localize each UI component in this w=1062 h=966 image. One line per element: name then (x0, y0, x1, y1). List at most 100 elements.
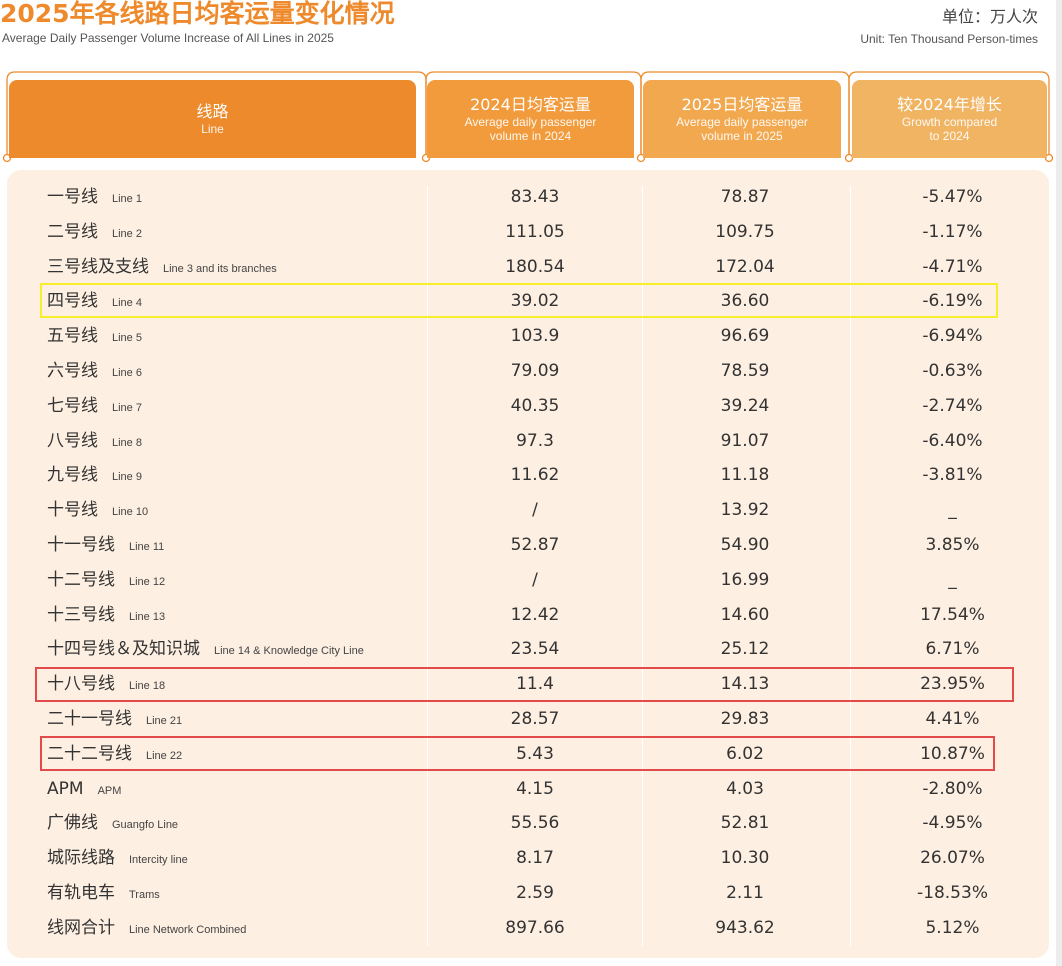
header-2025-zh: 2025日均客运量 (681, 95, 803, 114)
table-row: 城际线路 Intercity line 8.17 10.30 26.07% (0, 841, 1062, 875)
table-row: 七号线 Line 7 40.35 39.24 -2.74% (0, 389, 1062, 423)
value-2024-cell: 180.54 (505, 256, 565, 277)
value-2025-cell: 96.69 (720, 326, 770, 347)
table-row: 五号线 Line 5 103.9 96.69 -6.94% (0, 319, 1062, 353)
value-2024-cell: 83.43 (510, 187, 560, 207)
header-line-en: Line (201, 122, 224, 136)
value-2025-cell: 172.04 (715, 256, 775, 277)
table-row: 十四号线＆及知识城 Line 14 & Knowledge City Line 23… (0, 632, 1062, 666)
value-2025-cell: 6.02 (726, 743, 764, 764)
line-name-en: APM (97, 784, 122, 797)
table-row: 十号线 Line 10 / 13.92 _ (0, 493, 1062, 527)
line-name-zh: 三号线及支线 (47, 256, 149, 277)
line-name-zh: 十三号线 (47, 604, 115, 625)
value-2024-cell: 2.59 (516, 883, 554, 903)
header-2024-en-2: volume in 2024 (489, 129, 572, 143)
line-name-cell: 十号线 Line 10 (47, 493, 427, 527)
line-name-zh: 六号线 (47, 361, 98, 381)
line-name-zh: 十八号线 (47, 674, 115, 695)
header-line-zh: 线路 (196, 102, 229, 121)
table-row: 四号线 Line 4 39.02 36.60 -6.19% (0, 284, 1062, 318)
value-2024-cell: 103.9 (510, 326, 560, 347)
line-name-cell: 十二号线 Line 12 (47, 563, 427, 597)
line-name-cell: 二号线 Line 2 (47, 215, 427, 249)
line-name-en: Line 12 (129, 575, 166, 588)
line-name-zh: 九号线 (47, 465, 98, 486)
line-name-cell: 十三号线 Line 13 (47, 598, 427, 632)
value-2025-cell: 14.60 (720, 604, 770, 625)
scrollbar-track[interactable] (1056, 0, 1062, 966)
line-name-en: Line 2 (112, 227, 142, 240)
value-2025-cell: 13.92 (720, 500, 770, 521)
line-name-zh: 十二号线 (47, 569, 115, 590)
value-2024-cell: 79.09 (510, 361, 560, 381)
line-name-cell: APM APM (47, 772, 427, 806)
table-row: APM APM 4.15 4.03 -2.80% (0, 772, 1062, 806)
growth-cell: -18.53% (917, 883, 988, 903)
table-row: 九号线 Line 9 11.62 11.18 -3.81% (0, 458, 1062, 492)
line-name-cell: 三号线及支线 Line 3 and its branches (47, 250, 427, 284)
value-2024-cell: 111.05 (505, 221, 565, 242)
line-name-en: Line 14 & Knowledge City Line (214, 645, 364, 658)
growth-cell: -4.71% (922, 256, 983, 277)
unit-label-en: Unit: Ten Thousand Person-times (860, 32, 1038, 46)
table-row: 六号线 Line 6 79.09 78.59 -0.63% (0, 354, 1062, 388)
table-row: 十一号线 Line 11 52.87 54.90 3.85% (0, 528, 1062, 562)
value-2024-cell: 28.57 (510, 709, 560, 729)
line-name-en: Line 22 (146, 749, 183, 762)
header-2024-zh: 2024日均客运量 (470, 95, 591, 114)
value-2024-cell: / (532, 569, 538, 590)
header-2024-en-1: Average daily passenger (464, 115, 597, 129)
header-line: 线路 Line (9, 80, 416, 158)
value-2025-cell: 39.24 (720, 395, 770, 416)
line-name-cell: 二十一号线 Line 21 (47, 702, 427, 736)
header-growth-zh: 较2024年增长 (897, 95, 1002, 114)
highlight-box-red (40, 736, 995, 771)
line-name-en: Line 7 (112, 401, 142, 414)
line-name-en: Line 13 (129, 610, 166, 623)
table-row: 二号线 Line 2 111.05 109.75 -1.17% (0, 215, 1062, 249)
line-name-cell: 十四号线＆及知识城 Line 14 & Knowledge City Line (47, 632, 427, 666)
highlight-box-red (35, 667, 1014, 702)
header-2025-en-1: Average daily passenger (676, 115, 808, 129)
line-name-zh: 二十二号线 (47, 743, 132, 764)
header-growth-en-2: to 2024 (929, 129, 970, 143)
line-name-en: Line 3 and its branches (163, 262, 277, 275)
table-row: 一号线 Line 1 83.43 78.87 -5.47% (0, 180, 1062, 214)
growth-cell: -1.17% (922, 221, 983, 242)
line-name-zh: APM (47, 778, 84, 799)
line-name-cell: 七号线 Line 7 (47, 389, 427, 423)
line-name-cell: 八号线 Line 8 (47, 424, 427, 458)
growth-cell: -2.74% (922, 395, 983, 416)
line-name-zh: 二十一号线 (47, 709, 132, 729)
table-row: 十三号线 Line 13 12.42 14.60 17.54% (0, 598, 1062, 632)
growth-cell: -6.94% (922, 326, 983, 347)
value-2024-cell: 897.66 (505, 917, 565, 938)
growth-cell: -3.81% (922, 465, 983, 486)
value-2025-cell: 11.18 (720, 465, 770, 486)
line-name-cell: 有轨电车 Trams (47, 876, 427, 910)
growth-cell: 23.95% (920, 674, 985, 695)
line-name-zh: 八号线 (47, 430, 98, 451)
value-2024-cell: 11.4 (516, 674, 554, 695)
line-name-en: Line 21 (146, 715, 183, 727)
value-2024-cell: / (532, 500, 538, 521)
value-2025-cell: 14.13 (720, 674, 770, 695)
growth-cell: 6.71% (925, 639, 980, 660)
unit-label-zh: 单位：万人次 (941, 7, 1038, 26)
line-name-cell: 广佛线 Guangfo Line (47, 806, 427, 840)
line-name-zh: 十一号线 (47, 535, 115, 555)
value-2025-cell: 4.03 (726, 778, 764, 799)
value-2025-cell: 10.30 (720, 848, 770, 869)
page-subtitle: Average Daily Passenger Volume Increase … (2, 31, 334, 45)
header-2025-en-2: volume in 2025 (701, 129, 783, 143)
line-name-cell: 线网合计 Line Network Combined (47, 911, 427, 945)
line-name-cell: 十八号线 Line 18 (47, 667, 427, 701)
value-2024-cell: 5.43 (516, 743, 554, 764)
highlight-box-yellow (40, 283, 998, 318)
line-name-en: Line 6 (112, 367, 142, 379)
value-2025-cell: 78.59 (720, 361, 770, 381)
page-title: 2025年各线路日均客运量变化情况 (0, 0, 395, 28)
line-name-en: Guangfo Line (112, 819, 179, 832)
line-name-en: Line 10 (112, 506, 149, 519)
